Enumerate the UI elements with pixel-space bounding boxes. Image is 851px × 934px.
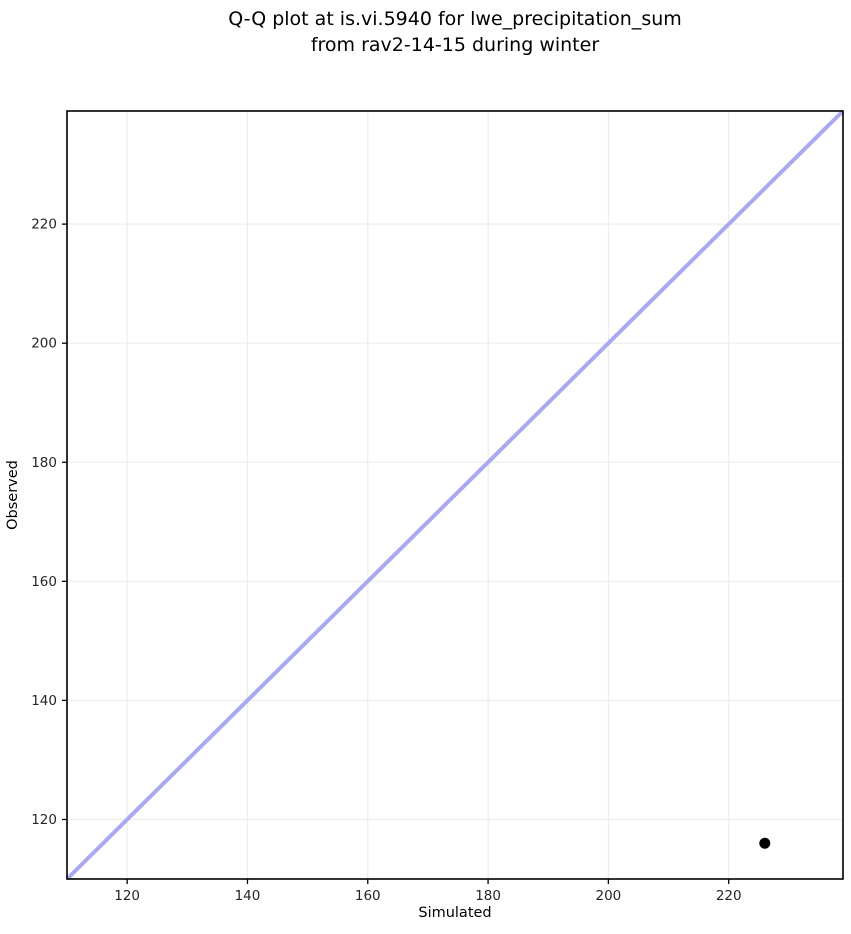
y-tick-label: 120 [31,812,57,828]
y-tick-label: 140 [31,693,57,709]
data-point [759,837,771,849]
x-tick-label: 140 [235,888,261,904]
y-tick-label: 180 [31,455,57,471]
x-tick-label: 160 [355,888,381,904]
y-tick-label: 200 [31,336,57,352]
x-tick-label: 200 [596,888,622,904]
chart-title: Q-Q plot at is.vi.5940 for lwe_precipita… [67,6,843,58]
x-axis-label: Simulated [418,905,491,921]
identity-line [65,109,845,881]
x-tick-label: 180 [475,888,501,904]
chart-title-line-2: from rav2-14-15 during winter [310,34,600,56]
x-tick-label: 120 [114,888,140,904]
x-tick-label: 220 [716,888,742,904]
chart-title-line-1: Q-Q plot at is.vi.5940 for lwe_precipita… [228,8,682,30]
plot-frame [66,110,844,880]
y-tick-label: 220 [31,217,57,233]
y-axis-label: Observed [5,460,21,530]
y-tick-label: 160 [31,574,57,590]
